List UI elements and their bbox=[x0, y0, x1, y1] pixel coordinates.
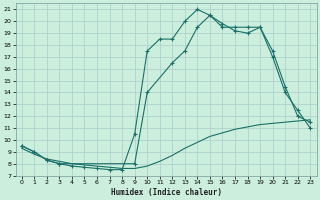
X-axis label: Humidex (Indice chaleur): Humidex (Indice chaleur) bbox=[110, 188, 221, 197]
